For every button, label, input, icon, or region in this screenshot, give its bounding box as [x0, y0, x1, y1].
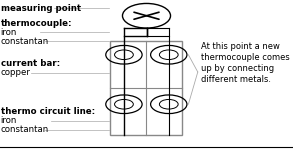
- Text: measuring point: measuring point: [1, 4, 81, 13]
- Text: constantan: constantan: [1, 37, 49, 46]
- Text: copper: copper: [1, 68, 30, 77]
- Text: iron: iron: [1, 28, 17, 37]
- Text: constantan: constantan: [1, 125, 49, 134]
- Text: thermo circuit line:: thermo circuit line:: [1, 107, 95, 116]
- Text: At this point a new
thermocouple comes
up by connecting
different metals.: At this point a new thermocouple comes u…: [201, 42, 289, 84]
- Text: thermocouple:: thermocouple:: [1, 19, 72, 28]
- Text: current bar:: current bar:: [1, 59, 60, 68]
- Text: iron: iron: [1, 116, 17, 125]
- Bar: [110, 41, 182, 135]
